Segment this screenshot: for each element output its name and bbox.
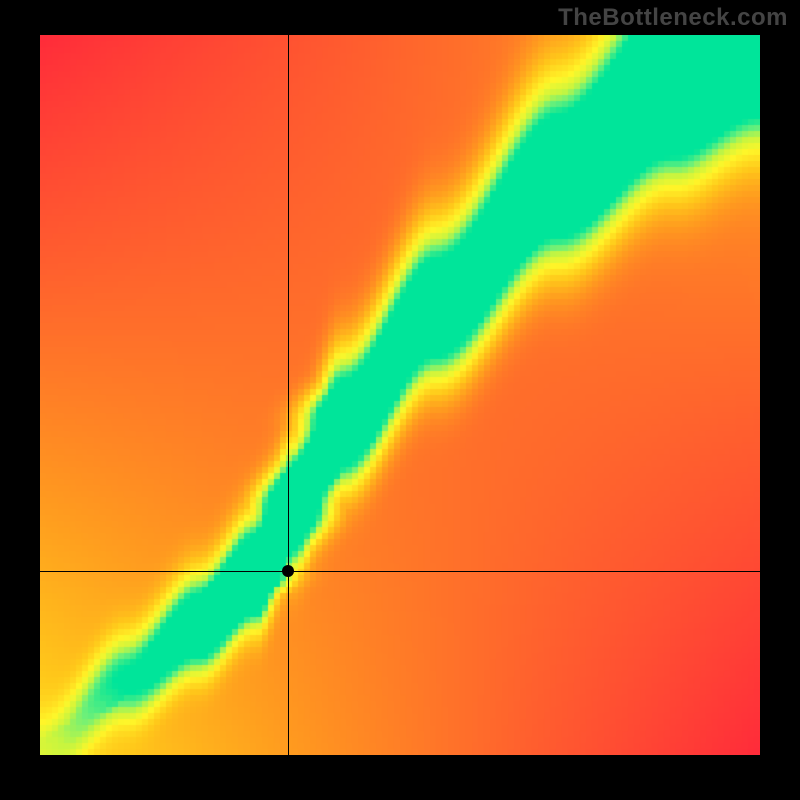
watermark-text: TheBottleneck.com bbox=[558, 4, 788, 32]
crosshair-marker bbox=[282, 565, 294, 577]
crosshair-horizontal bbox=[40, 571, 760, 572]
heatmap-canvas bbox=[40, 35, 760, 755]
crosshair-vertical bbox=[288, 35, 289, 755]
heatmap-plot bbox=[40, 35, 760, 755]
